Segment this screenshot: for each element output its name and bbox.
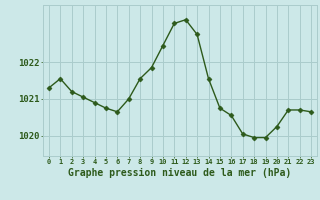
X-axis label: Graphe pression niveau de la mer (hPa): Graphe pression niveau de la mer (hPa) [68, 168, 292, 178]
